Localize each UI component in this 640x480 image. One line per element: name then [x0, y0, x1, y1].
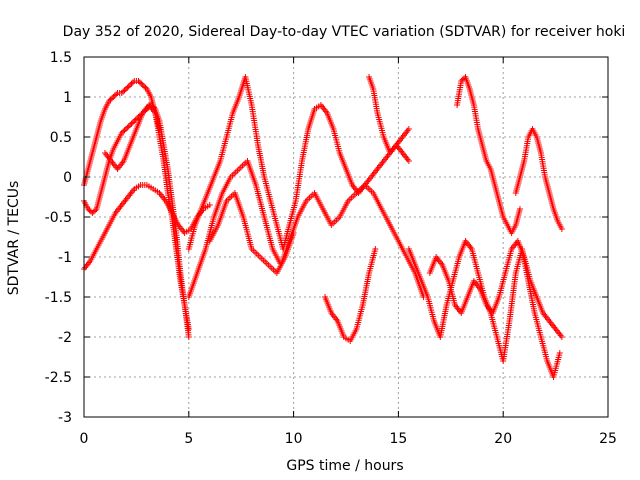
- series-track-k: [426, 238, 565, 340]
- series-track-f: [185, 158, 427, 300]
- x-tick-label: 15: [389, 431, 407, 447]
- data-point: [128, 120, 135, 127]
- series-track-i: [366, 74, 412, 164]
- data-point: [107, 96, 114, 103]
- data-point: [86, 207, 93, 214]
- data-point: [558, 334, 565, 340]
- data-point: [90, 208, 97, 215]
- data-point: [92, 207, 99, 214]
- y-tick-label: 1.5: [50, 50, 72, 66]
- y-tick-label: 1: [63, 90, 72, 106]
- y-tick-label: -2: [58, 330, 72, 346]
- chart-title: Day 352 of 2020, Sidereal Day-to-day VTE…: [63, 24, 626, 40]
- data-point: [556, 350, 563, 356]
- data-point: [113, 91, 120, 98]
- y-tick-label: -3: [58, 410, 72, 426]
- data-point: [558, 226, 565, 232]
- data-point: [111, 92, 118, 99]
- data-point: [156, 126, 163, 132]
- data-point: [121, 87, 128, 94]
- data-point: [139, 82, 146, 88]
- data-point: [122, 86, 129, 92]
- data-point: [135, 78, 142, 84]
- data-point: [132, 116, 139, 123]
- y-axis-label: SDTVAR / TECUs: [6, 181, 22, 296]
- data-point: [121, 127, 128, 134]
- x-tick-label: 5: [184, 431, 193, 447]
- data-point: [129, 119, 136, 126]
- data-point: [124, 84, 131, 91]
- data-point: [89, 210, 96, 216]
- data-point: [185, 334, 192, 340]
- y-tick-label: -1: [58, 250, 72, 266]
- data-point: [142, 84, 149, 91]
- data-point: [120, 88, 127, 95]
- data-point: [122, 126, 129, 132]
- y-tick-label: -2.5: [45, 370, 72, 386]
- series-track-m: [512, 126, 565, 232]
- data-point: [141, 83, 148, 90]
- data-point: [516, 206, 523, 212]
- x-tick-labels: 0 5 10 15 20 25: [80, 431, 617, 447]
- data-point: [118, 90, 125, 96]
- data-point: [127, 82, 134, 88]
- plot-frame: [83, 56, 609, 418]
- data-point: [138, 80, 145, 87]
- axis-ticks: [83, 56, 609, 418]
- series-track-g: [206, 190, 297, 276]
- x-tick-label: 10: [285, 431, 303, 447]
- series-track-h: [322, 246, 379, 344]
- grid-lines: [84, 57, 608, 417]
- data-point: [124, 124, 131, 131]
- x-tick-label: 20: [494, 431, 512, 447]
- y-tick-label: 0: [63, 170, 72, 186]
- data-point: [405, 158, 412, 164]
- data-point: [136, 79, 143, 86]
- data-point: [458, 78, 465, 84]
- data-point: [290, 230, 297, 236]
- x-tick-label: 25: [599, 431, 617, 447]
- data-point: [127, 122, 134, 128]
- y-tick-label: -1.5: [45, 290, 72, 306]
- data-point: [110, 94, 117, 100]
- series-track-d: [101, 102, 163, 172]
- data-point: [129, 79, 136, 86]
- data-point: [108, 95, 115, 102]
- data-markers: [81, 74, 565, 380]
- data-point: [120, 128, 127, 135]
- data-point: [372, 246, 379, 252]
- series-track-l: [454, 74, 523, 236]
- y-tick-label: -0.5: [45, 210, 72, 226]
- data-point: [128, 80, 135, 87]
- data-point: [118, 130, 125, 136]
- data-point: [125, 123, 132, 130]
- y-tick-labels: -3 -2.5 -2 -1.5 -1 -0.5 0 0.5 1 1.5: [45, 50, 72, 426]
- series-track-e: [185, 74, 412, 252]
- data-point: [206, 202, 213, 208]
- x-axis-label: GPS time / hours: [286, 458, 403, 474]
- y-tick-label: 0.5: [50, 130, 72, 146]
- data-point: [125, 83, 132, 90]
- data-point: [405, 126, 412, 132]
- data-point: [106, 98, 113, 104]
- data-point: [131, 118, 138, 124]
- data-point: [85, 206, 92, 212]
- data-point: [459, 76, 466, 83]
- x-tick-label: 0: [80, 431, 89, 447]
